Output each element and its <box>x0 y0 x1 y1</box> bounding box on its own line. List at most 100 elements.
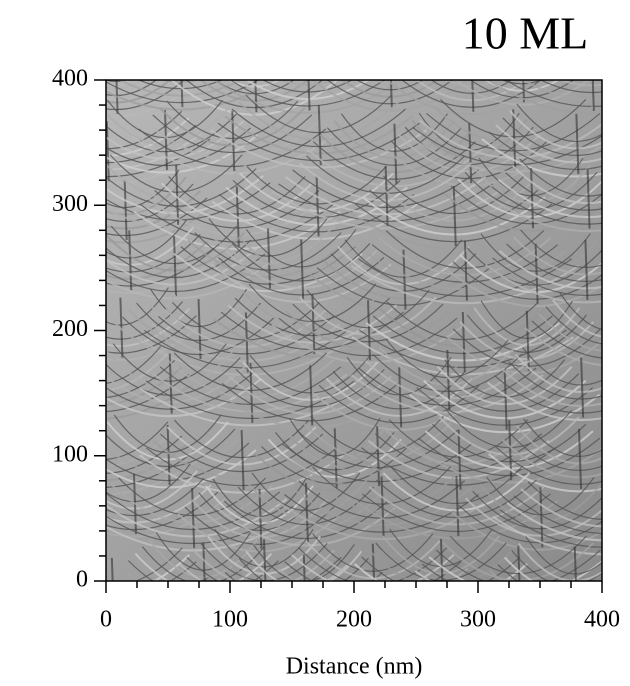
step-shadow <box>367 300 372 361</box>
step-shadow <box>522 80 526 103</box>
terrace-edge <box>488 131 602 170</box>
step-shadow <box>580 357 585 418</box>
terrace-edge <box>218 193 415 233</box>
terrace-edge <box>106 512 302 552</box>
terrace-edge <box>513 495 602 534</box>
terrace-edge <box>545 306 602 345</box>
terrace-edge <box>191 499 328 539</box>
terrace-edge <box>148 539 259 578</box>
terrace-edge <box>367 439 550 479</box>
terrace-edge <box>228 375 393 415</box>
terrace-edge <box>298 547 448 581</box>
terrace-edge <box>185 80 324 109</box>
step-shadow <box>98 356 100 416</box>
terrace-edge <box>221 382 399 422</box>
terrace-edge <box>502 117 602 157</box>
terrace-edge <box>438 416 580 456</box>
step-shadow <box>517 546 521 581</box>
terrace-edge <box>227 304 398 344</box>
terrace-edge <box>457 178 602 218</box>
step-shadow <box>452 186 457 247</box>
terrace-edge <box>224 115 414 155</box>
terrace-edge <box>141 546 265 581</box>
terrace-edge <box>289 436 466 476</box>
step-shadow <box>591 80 595 112</box>
terrace-edge <box>499 509 602 548</box>
terrace-edge <box>166 426 317 466</box>
step-shadow <box>402 249 407 310</box>
x-tick-label: 300 <box>460 607 496 633</box>
terrace-edge <box>558 80 602 87</box>
terrace-edge <box>106 470 198 510</box>
terrace-edge <box>430 80 513 94</box>
step-shadow <box>163 110 168 171</box>
terrace-edge <box>501 439 602 479</box>
y-tick-label: 300 <box>52 191 88 217</box>
terrace-edge <box>361 196 546 236</box>
terrace-edge <box>252 543 355 581</box>
terrace-edge <box>245 550 363 581</box>
step-shadow <box>463 240 468 301</box>
terrace-edge <box>160 182 313 222</box>
terrace-edge <box>271 190 501 230</box>
step-shadow <box>304 482 309 544</box>
terrace-edge <box>106 350 235 390</box>
terrace-edge <box>524 327 602 366</box>
stm-image <box>98 37 602 581</box>
step-shadow <box>173 236 178 297</box>
step-shadow <box>191 487 196 549</box>
step-shadow <box>539 487 544 548</box>
terrace-edge <box>451 511 602 551</box>
terrace-edge <box>106 168 257 207</box>
terrace-edge <box>498 250 602 290</box>
terrace-edge <box>520 488 602 528</box>
terrace-edge <box>361 556 521 581</box>
terrace-edge <box>358 367 537 406</box>
terrace-edge <box>133 547 183 581</box>
terrace-edge <box>552 299 602 338</box>
step-shadow <box>166 424 171 486</box>
terrace-edge <box>106 174 264 215</box>
terrace-edge <box>531 320 602 359</box>
terrace-edge <box>108 37 253 74</box>
step-shadow <box>311 294 316 355</box>
x-tick-label: 0 <box>100 607 112 633</box>
terrace-edge <box>495 446 602 485</box>
terrace-edge <box>511 164 602 205</box>
step-shadow <box>267 228 272 289</box>
terrace-edge <box>304 472 459 513</box>
terrace-edge <box>385 80 558 116</box>
terrace-edge <box>284 561 462 581</box>
terrace-edge <box>106 80 144 90</box>
terrace-edge <box>144 329 348 369</box>
terrace-edge <box>452 261 602 300</box>
terrace-edge <box>418 437 601 477</box>
terrace-edge <box>138 454 345 494</box>
terrace-edge <box>292 303 444 343</box>
terrace-edge <box>484 264 602 304</box>
x-axis-label: Distance (nm) <box>286 654 423 680</box>
terrace-edge <box>397 133 542 173</box>
terrace-edge <box>483 80 561 92</box>
terrace-edge <box>106 377 262 418</box>
terrace-edge <box>152 373 349 413</box>
terrace-edge <box>169 561 197 581</box>
terrace-edge <box>444 80 498 88</box>
x-tick-label: 400 <box>584 607 620 633</box>
terrace-edge <box>106 352 169 392</box>
terrace-edge <box>296 429 458 469</box>
terrace-edge <box>114 323 283 363</box>
terrace-edge <box>243 40 372 78</box>
terrace-edge <box>383 147 555 187</box>
terrace-edge <box>238 235 364 275</box>
terrace-edge <box>106 161 250 201</box>
terrace-edge <box>299 296 437 336</box>
x-tick-label: 100 <box>212 607 248 633</box>
terrace-edge <box>193 549 335 581</box>
terrace-edge <box>473 240 599 280</box>
terrace-edge <box>340 38 441 75</box>
terrace-edge <box>275 450 480 490</box>
step-shadow <box>573 546 577 581</box>
terrace-edge <box>106 113 237 153</box>
